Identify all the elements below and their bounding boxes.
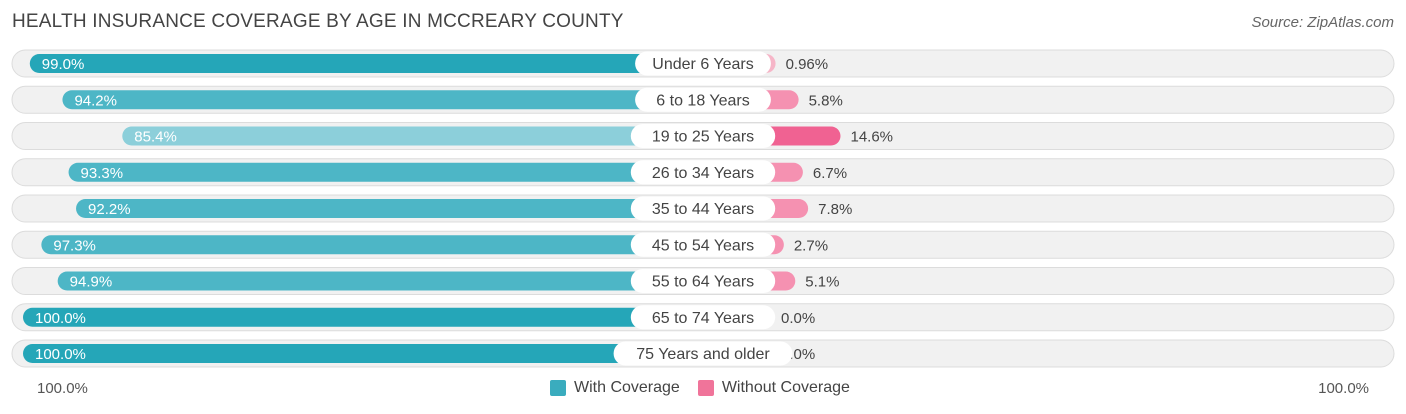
bar-with-coverage-19-to-25-years: [122, 126, 703, 146]
chart-title: HEALTH INSURANCE COVERAGE BY AGE IN MCCR…: [12, 11, 624, 32]
category-pill-45-to-54-years: [630, 232, 776, 257]
bar-with-coverage-75-years-and-older: [23, 344, 703, 363]
bar-with-coverage-35-to-44-years: [76, 199, 704, 218]
legend-swatch-with-coverage: [550, 380, 566, 396]
legend-label-with-coverage: With Coverage: [574, 379, 680, 396]
category-label-55-to-64-years: 55 to 64 Years: [652, 274, 754, 291]
category-pill-65-to-74-years: [630, 305, 776, 330]
legend: With Coverage Without Coverage: [550, 379, 868, 397]
label-with-coverage-75-years-and-older: 100.0%: [35, 346, 86, 363]
category-pill-6-to-18-years: [635, 87, 771, 112]
legend-label-without-coverage: Without Coverage: [721, 379, 850, 396]
label-with-coverage-55-to-64-years: 94.9%: [70, 274, 113, 291]
label-without-coverage-6-to-18-years: 5.8%: [809, 92, 843, 109]
label-with-coverage-35-to-44-years: 92.2%: [88, 201, 131, 218]
label-with-coverage-65-to-74-years: 100.0%: [35, 310, 86, 327]
category-pill-75-years-and-older: [613, 341, 793, 366]
legend-item-without-coverage: Without Coverage: [697, 379, 850, 397]
category-pill-35-to-44-years: [630, 196, 776, 221]
label-without-coverage-19-to-25-years: 14.6%: [850, 129, 893, 146]
label-with-coverage-26-to-34-years: 93.3%: [81, 165, 124, 182]
axis-left-label: 100.0%: [37, 380, 88, 397]
bar-with-coverage-65-to-74-years: [23, 307, 703, 327]
label-without-coverage-55-to-64-years: 5.1%: [805, 274, 839, 291]
category-label-under-6-years: Under 6 Years: [652, 56, 753, 73]
category-label-45-to-54-years: 45 to 54 Years: [652, 237, 754, 254]
category-label-26-to-34-years: 26 to 34 Years: [652, 165, 754, 182]
axis-right-label: 100.0%: [1318, 380, 1369, 397]
category-label-6-to-18-years: 6 to 18 Years: [656, 92, 749, 109]
label-with-coverage-45-to-54-years: 97.3%: [53, 237, 96, 254]
category-label-35-to-44-years: 35 to 44 Years: [652, 201, 754, 218]
bar-with-coverage-6-to-18-years: [62, 90, 703, 110]
legend-swatch-without-coverage: [697, 380, 714, 396]
bar-with-coverage-under-6-years: [29, 54, 704, 73]
category-label-65-to-74-years: 65 to 74 Years: [652, 310, 754, 327]
category-pill-26-to-34-years: [630, 160, 776, 185]
label-with-coverage-under-6-years: 99.0%: [42, 56, 85, 73]
bar-with-coverage-26-to-34-years: [68, 162, 703, 182]
legend-item-with-coverage: With Coverage: [550, 379, 680, 397]
category-label-19-to-25-years: 19 to 25 Years: [652, 129, 754, 146]
category-label-75-years-and-older: 75 Years and older: [636, 346, 770, 363]
category-pill-under-6-years: [635, 51, 771, 76]
category-pill-55-to-64-years: [630, 269, 776, 293]
bar-with-coverage-55-to-64-years: [57, 271, 704, 291]
label-with-coverage-19-to-25-years: 85.4%: [134, 129, 177, 146]
category-pill-19-to-25-years: [630, 124, 776, 148]
bar-with-coverage-45-to-54-years: [41, 235, 704, 255]
label-without-coverage-65-to-74-years: 0.0%: [781, 310, 815, 327]
label-without-coverage-26-to-34-years: 6.7%: [813, 165, 847, 182]
label-without-coverage-under-6-years: 0.96%: [786, 56, 829, 73]
chart-source: Source: ZipAtlas.com: [1251, 14, 1394, 31]
label-with-coverage-6-to-18-years: 94.2%: [74, 92, 117, 109]
label-without-coverage-35-to-44-years: 7.8%: [818, 201, 852, 218]
label-without-coverage-45-to-54-years: 2.7%: [794, 237, 828, 254]
